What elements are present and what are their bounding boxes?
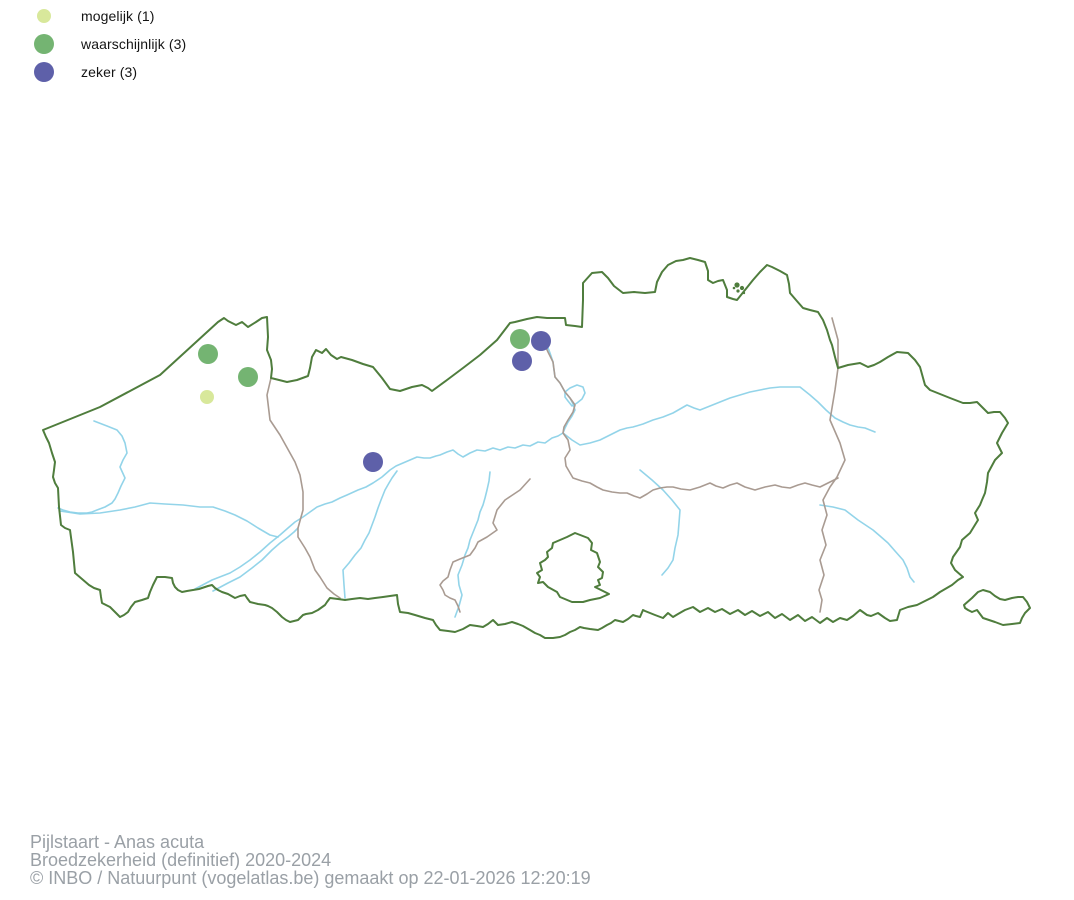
copyright-credit: © INBO / Natuurpunt (vogelatlas.be) gema… — [30, 868, 591, 888]
waarschijnlijk-dot-icon — [34, 34, 54, 54]
province-border-antwerp-limburg — [818, 317, 846, 613]
rivers-group — [57, 336, 915, 618]
observation-marker-waarschijnlijk[interactable] — [238, 367, 258, 387]
river-dijle-path — [639, 469, 681, 576]
legend-dot-box — [33, 34, 55, 54]
river-scheldt-meander-path — [212, 527, 299, 592]
observation-marker-mogelijk[interactable] — [200, 390, 214, 404]
observation-marker-waarschijnlijk[interactable] — [510, 329, 530, 349]
observation-marker-waarschijnlijk[interactable] — [198, 344, 218, 364]
legend-label: zeker (3) — [81, 64, 138, 80]
river-bovenschelde-path — [342, 470, 398, 599]
legend-item-waarschijnlijk: waarschijnlijk (3) — [33, 30, 186, 58]
caption: Pijlstaart - Anas acuta Broedzekerheid (… — [30, 833, 591, 887]
river-nete-demer-path — [562, 386, 876, 446]
observation-marker-zeker[interactable] — [363, 452, 383, 472]
province-border-eastflanders-brabant — [439, 478, 531, 613]
zeker-dot-icon — [34, 62, 54, 82]
legend: mogelijk (1) waarschijnlijk (3) zeker (3… — [33, 2, 186, 86]
observation-markers-group — [198, 329, 551, 472]
river-leie-upper-path — [59, 502, 279, 538]
river-ijzer-path — [57, 420, 128, 514]
antwerp-docks-path — [564, 384, 586, 407]
baarle-hertog-enclave-dots — [725, 282, 746, 298]
legend-label: waarschijnlijk (3) — [81, 36, 187, 52]
legend-label: mogelijk (1) — [81, 8, 155, 24]
river-dender-path — [454, 471, 491, 618]
flanders-outline-path — [42, 257, 1009, 639]
province-borders-group — [266, 317, 846, 613]
province-border-west-east-flanders — [266, 377, 341, 599]
river-jeker-path — [819, 504, 915, 583]
river-leie-scheldt-path — [194, 432, 564, 590]
region-borders-group — [42, 257, 1031, 639]
observation-marker-zeker[interactable] — [531, 331, 551, 351]
period-subtitle: Broedzekerheid (definitief) 2020-2024 — [30, 850, 332, 870]
legend-item-mogelijk: mogelijk (1) — [33, 2, 186, 30]
voeren-exclave-path — [963, 589, 1031, 626]
legend-item-zeker: zeker (3) — [33, 58, 186, 86]
observation-marker-zeker[interactable] — [512, 351, 532, 371]
brussels-enclave-path — [536, 532, 610, 603]
province-border-antwerp-brabant — [541, 337, 839, 499]
species-title: Pijlstaart - Anas acuta — [30, 832, 205, 852]
mogelijk-dot-icon — [37, 9, 51, 23]
legend-dot-box — [33, 62, 55, 82]
legend-dot-box — [33, 9, 55, 23]
